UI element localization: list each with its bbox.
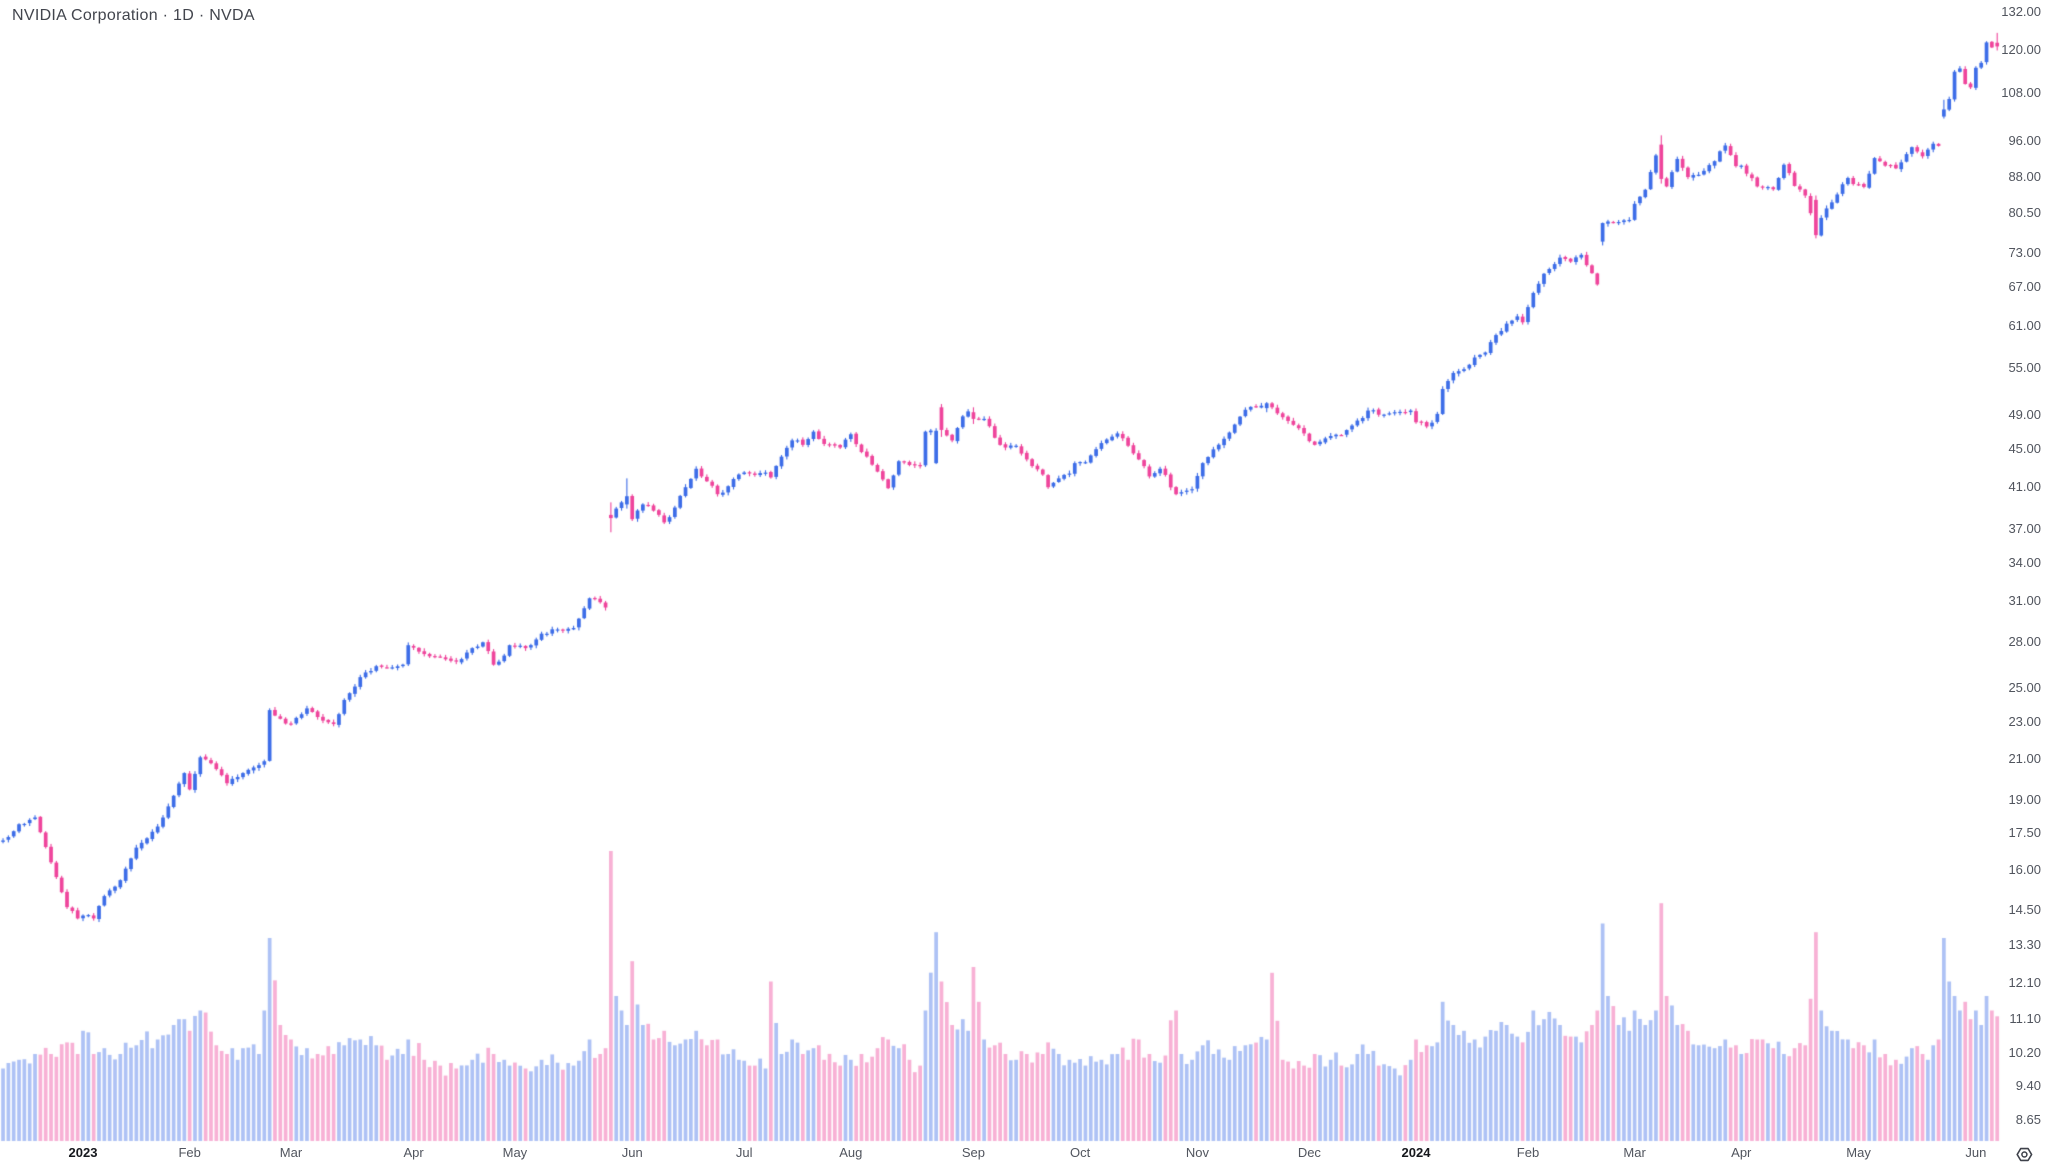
price-tick-label: 108.00	[2001, 85, 2041, 101]
price-tick-label: 45.00	[2008, 441, 2041, 457]
gear-icon	[2015, 1147, 2032, 1161]
symbol-title: NVIDIA Corporation · 1D · NVDA	[12, 7, 255, 24]
price-tick-label: 49.00	[2008, 406, 2041, 422]
time-tick-year-label: 2023	[68, 1145, 98, 1160]
price-tick-label: 9.40	[2015, 1078, 2041, 1094]
time-tick-month-label: Apr	[1731, 1145, 1752, 1160]
time-tick-month-label: Oct	[1069, 1145, 1091, 1160]
time-axis[interactable]: 2023 Feb Mar Apr May Jun Jul Aug Sep Oct Nov Dec 202…	[0, 1142, 2048, 1166]
time-tick-month-label: Dec	[1297, 1145, 1321, 1160]
price-tick-label: 80.50	[2008, 204, 2041, 220]
price-tick-label: 96.00	[2008, 133, 2041, 149]
price-tick-label: 61.00	[2008, 317, 2041, 333]
time-tick-month-label: Apr	[403, 1145, 424, 1160]
price-tick-label: 14.50	[2008, 901, 2041, 917]
time-tick-month-label: May	[502, 1145, 528, 1160]
time-tick-month-label: Feb	[1516, 1145, 1540, 1160]
price-axis[interactable]: 132.00 120.00 108.00 96.00 88.00 80.50 73.00 67…	[1984, 0, 2048, 1142]
price-tick-label: 19.00	[2008, 791, 2041, 807]
time-tick-month-label: May	[1846, 1145, 1871, 1160]
time-tick-month-label: Jun	[1965, 1145, 1987, 1160]
price-tick-label: 25.00	[2008, 680, 2041, 696]
time-tick-month-label: Feb	[178, 1145, 201, 1160]
price-tick-label: 31.00	[2008, 592, 2041, 608]
price-tick-label: 10.20	[2008, 1044, 2041, 1060]
price-tick-label: 16.00	[2008, 861, 2041, 877]
price-tick-label: 132.00	[2001, 3, 2041, 19]
time-tick-month-label: Jun	[621, 1145, 643, 1160]
price-tick-label: 88.00	[2008, 168, 2041, 184]
time-tick-month-label: Jul	[735, 1145, 753, 1160]
price-tick-label: 120.00	[2001, 42, 2041, 58]
price-tick-label: 13.30	[2008, 937, 2041, 953]
time-tick-year-label: 2024	[1401, 1145, 1431, 1160]
price-tick-label: 55.00	[2008, 359, 2041, 375]
price-tick-label: 67.00	[2008, 279, 2041, 295]
time-tick-month-label: Mar	[1623, 1145, 1646, 1160]
time-tick-month-label: Aug	[839, 1145, 863, 1160]
price-tick-label: 23.00	[2008, 714, 2041, 730]
price-tick-label: 17.50	[2008, 825, 2041, 841]
time-tick-month-label: Mar	[279, 1145, 303, 1160]
time-axis-settings-button[interactable]	[2012, 1143, 2036, 1165]
price-tick-label: 21.00	[2008, 751, 2041, 767]
time-tick-month-label: Sep	[961, 1145, 986, 1160]
price-tick-label: 41.00	[2008, 479, 2041, 495]
price-tick-label: 28.00	[2008, 634, 2041, 650]
price-tick-label: 11.10	[2009, 1010, 2041, 1026]
price-tick-label: 37.00	[2008, 520, 2041, 536]
time-tick-month-label: Nov	[1185, 1145, 1209, 1160]
price-tick-label: 8.65	[2015, 1112, 2041, 1127]
price-tick-label: 12.10	[2008, 975, 2041, 991]
price-tick-label: 34.00	[2008, 555, 2041, 571]
price-tick-label: 73.00	[2008, 244, 2041, 260]
